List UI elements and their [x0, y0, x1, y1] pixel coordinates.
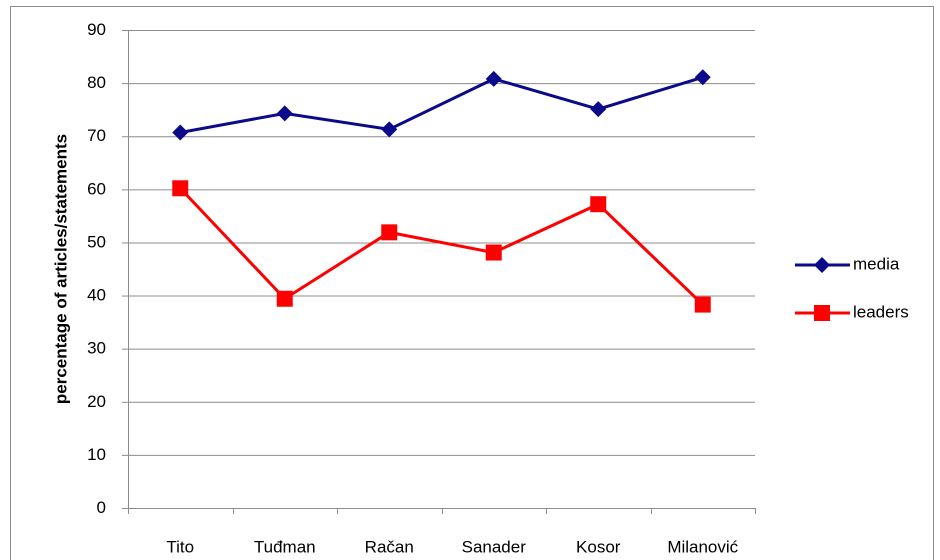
x-tick-label: Kosor	[576, 537, 621, 556]
marker	[694, 296, 711, 313]
y-axis-label: percentage of articles/statements	[51, 134, 70, 404]
y-tick-label: 0	[97, 498, 106, 517]
series-line	[179, 75, 704, 134]
x-tick-label: Milanović	[667, 537, 738, 556]
marker	[276, 105, 293, 122]
y-tick-label: 70	[87, 126, 106, 145]
y-tick-label: 30	[87, 339, 106, 358]
y-tick-label: 20	[87, 392, 106, 411]
legend-label: media	[853, 254, 900, 273]
marker	[590, 101, 607, 118]
y-tick-label: 60	[87, 179, 106, 198]
y-tick-label: 90	[87, 20, 106, 39]
marker	[485, 244, 502, 261]
marker	[172, 180, 189, 197]
marker	[590, 196, 607, 213]
marker	[381, 224, 398, 241]
legend-marker	[814, 305, 830, 321]
y-tick-label: 40	[87, 286, 106, 305]
chart-border	[10, 6, 934, 560]
marker	[485, 70, 502, 87]
legend-marker	[814, 257, 830, 273]
y-tick-label: 50	[87, 232, 106, 251]
y-tick-label: 80	[87, 73, 106, 92]
y-tick-label: 10	[87, 445, 106, 464]
marker	[381, 121, 398, 138]
legend-label: leaders	[853, 302, 909, 321]
marker	[694, 69, 711, 86]
x-tick-label: Tito	[166, 537, 194, 556]
marker	[276, 290, 293, 307]
x-tick-label: Račan	[365, 537, 414, 556]
series-line	[179, 187, 704, 306]
marker	[172, 124, 189, 141]
x-tick-label: Sanader	[462, 537, 527, 556]
x-tick-label: Tuđman	[254, 537, 316, 556]
